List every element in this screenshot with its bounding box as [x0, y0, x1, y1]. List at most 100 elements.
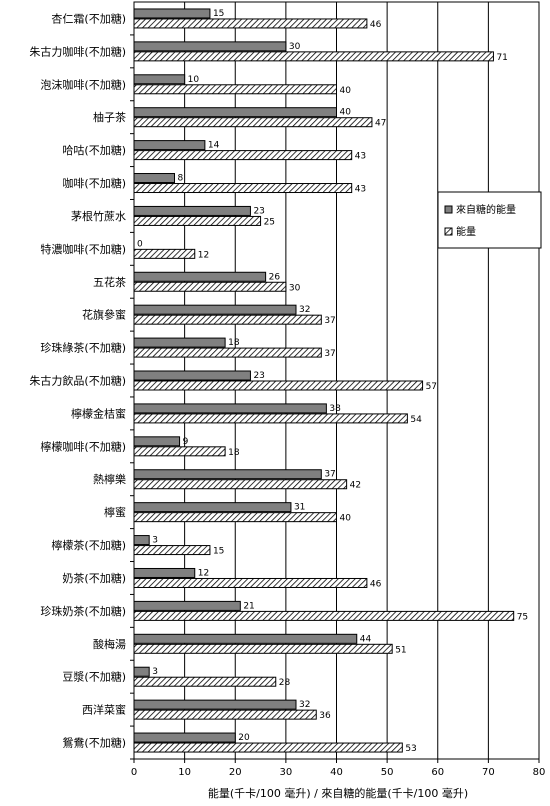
- data-label-total-energy: 43: [355, 185, 366, 195]
- category-label: 杏仁霜(不加糖): [51, 11, 126, 25]
- bar-sugar-energy: [133, 41, 287, 52]
- x-axis-title: 能量(千卡/100 毫升) / 來自糖的能量(千卡/100 毫升): [208, 786, 468, 800]
- data-label-sugar-energy: 32: [299, 305, 310, 315]
- bar-total-energy: [133, 51, 494, 62]
- bar-total-energy: [133, 183, 353, 194]
- data-label-total-energy: 15: [213, 547, 224, 557]
- bar-total-energy: [133, 446, 226, 457]
- x-tick-label: 70: [482, 767, 495, 778]
- bar-total-energy: [133, 117, 373, 128]
- category-label: 豆漿(不加糖): [62, 670, 126, 684]
- bar-sugar-energy: [133, 436, 181, 447]
- data-label-total-energy: 18: [228, 448, 240, 458]
- data-label-total-energy: 75: [517, 612, 528, 622]
- data-label-total-energy: 40: [340, 514, 352, 524]
- bar-total-energy: [133, 577, 368, 588]
- category-label: 熱檸樂: [93, 472, 126, 486]
- bar-sugar-energy: [133, 600, 241, 611]
- category-label: 朱古力咖啡(不加糖): [29, 44, 126, 58]
- bar-total-energy: [133, 380, 424, 391]
- bar-sugar-energy: [133, 666, 150, 677]
- bar-total-energy: [133, 709, 317, 720]
- data-label-sugar-energy: 10: [188, 75, 200, 85]
- category-label: 柚子茶: [93, 110, 126, 124]
- data-label-total-energy: 40: [340, 86, 352, 96]
- data-label-total-energy: 57: [426, 382, 437, 392]
- x-tick-label: 30: [280, 767, 293, 778]
- category-label: 西洋菜蜜: [82, 703, 126, 717]
- category-label: 檸檬金桔蜜: [71, 406, 126, 420]
- bar-total-energy: [133, 512, 337, 523]
- data-label-sugar-energy: 18: [228, 338, 240, 348]
- data-label-total-energy: 28: [279, 678, 291, 688]
- x-tick-label: 50: [381, 767, 394, 778]
- data-label-sugar-energy: 0: [137, 239, 143, 249]
- data-label-total-energy: 37: [324, 349, 335, 359]
- bar-sugar-energy: [133, 140, 206, 151]
- data-label-total-energy: 25: [264, 217, 275, 227]
- bar-sugar-energy: [133, 502, 292, 513]
- bar-total-energy: [133, 413, 408, 424]
- bar-sugar-energy: [133, 304, 297, 315]
- bar-sugar-energy: [133, 271, 267, 282]
- bar-total-energy: [133, 610, 515, 621]
- data-label-total-energy: 54: [410, 415, 422, 425]
- category-label: 奶茶(不加糖): [62, 571, 126, 585]
- data-label-sugar-energy: 15: [213, 9, 224, 19]
- bar-total-energy: [133, 84, 337, 95]
- bar-total-energy: [133, 314, 322, 325]
- x-tick-label: 10: [178, 767, 191, 778]
- bar-total-energy: [133, 150, 353, 161]
- legend-swatch-total-energy: [444, 227, 453, 236]
- bar-sugar-energy: [133, 633, 358, 644]
- data-label-total-energy: 43: [355, 152, 366, 162]
- bar-total-energy: [133, 545, 211, 556]
- data-label-sugar-energy: 26: [269, 272, 281, 282]
- bar-sugar-energy: [133, 699, 297, 710]
- bar-sugar-energy: [133, 567, 196, 578]
- data-label-sugar-energy: 8: [178, 174, 184, 184]
- data-label-sugar-energy: 31: [294, 503, 305, 513]
- category-label: 酸梅湯: [93, 637, 126, 651]
- data-label-total-energy: 53: [405, 744, 416, 754]
- data-label-sugar-energy: 37: [324, 470, 335, 480]
- bar-sugar-energy: [133, 8, 211, 19]
- legend-label-total-energy: 能量: [456, 225, 476, 238]
- category-label: 朱古力飲品(不加糖): [29, 374, 126, 388]
- data-label-total-energy: 30: [289, 283, 301, 293]
- data-label-sugar-energy: 23: [253, 206, 264, 216]
- data-label-sugar-energy: 44: [360, 634, 372, 644]
- data-label-sugar-energy: 3: [152, 667, 158, 677]
- data-label-total-energy: 36: [319, 711, 331, 721]
- data-label-sugar-energy: 3: [152, 536, 158, 546]
- bar-sugar-energy: [133, 732, 236, 743]
- data-label-sugar-energy: 14: [208, 141, 220, 151]
- bar-sugar-energy: [133, 205, 251, 216]
- data-label-total-energy: 42: [350, 481, 361, 491]
- bar-total-energy: [133, 742, 403, 753]
- bar-total-energy: [133, 281, 287, 292]
- bar-total-energy: [133, 479, 348, 490]
- category-label: 咖啡(不加糖): [62, 176, 126, 190]
- data-label-total-energy: 12: [198, 250, 209, 260]
- category-label: 珍珠奶茶(不加糖): [40, 604, 126, 618]
- bar-sugar-energy: [133, 107, 337, 118]
- bar-total-energy: [133, 643, 393, 654]
- data-label-total-energy: 46: [370, 20, 382, 30]
- data-label-sugar-energy: 23: [253, 371, 264, 381]
- data-label-sugar-energy: 9: [183, 437, 189, 447]
- data-label-total-energy: 71: [496, 53, 507, 63]
- category-label: 五花茶: [93, 276, 126, 289]
- data-label-sugar-energy: 20: [238, 733, 250, 743]
- category-label: 檸檬茶(不加糖): [51, 538, 126, 552]
- category-label: 珍珠綠茶(不加糖): [40, 341, 126, 355]
- axis-layer: 0 10 20 30 40 50 60 70 80: [130, 34, 545, 778]
- data-label-total-energy: 46: [370, 579, 382, 589]
- bar-total-energy: [133, 215, 262, 226]
- category-label: 鴛鴦(不加糖): [62, 736, 126, 750]
- bar-sugar-energy: [133, 370, 251, 381]
- data-label-total-energy: 37: [324, 316, 335, 326]
